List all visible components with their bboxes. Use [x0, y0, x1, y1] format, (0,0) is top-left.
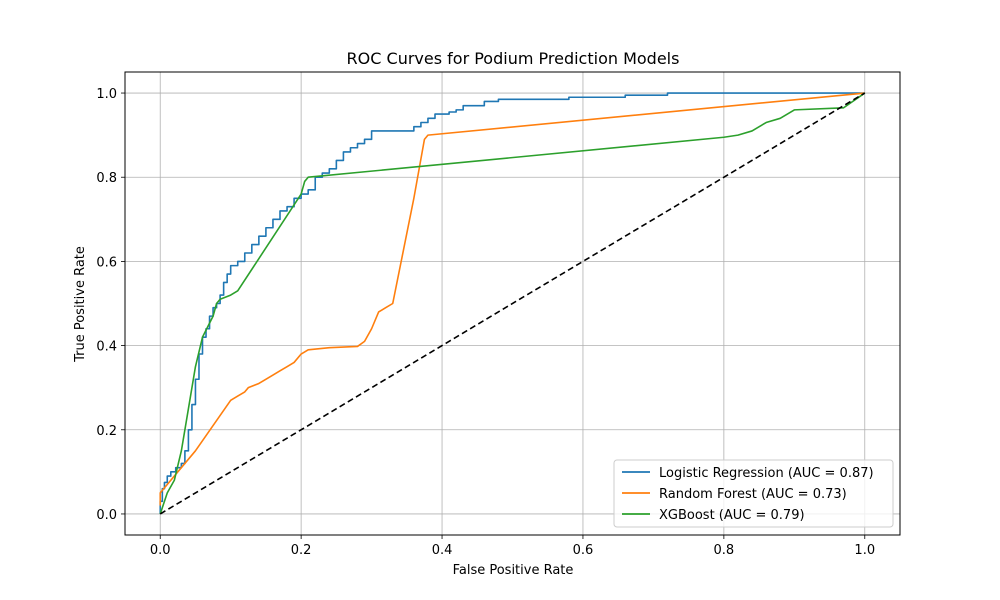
y-tick-label: 1.0	[96, 87, 117, 102]
x-tick-label: 0.4	[432, 543, 453, 558]
y-tick-label: 0.4	[96, 340, 117, 355]
legend-label: Random Forest (AUC = 0.73)	[659, 487, 847, 502]
axes-frame	[124, 71, 901, 536]
legend-box	[613, 459, 894, 528]
y-tick-label: 0.2	[96, 424, 117, 439]
plot-area	[159, 92, 866, 515]
x-tick-label: 0.2	[291, 543, 312, 558]
legend-label: Logistic Regression (AUC = 0.87)	[659, 466, 874, 481]
series-line-logistic-regression	[159, 92, 865, 514]
y-tick-label: 0.6	[96, 255, 117, 270]
diagonal-reference-line	[159, 92, 866, 515]
series-line-xgboost	[159, 92, 866, 515]
series-line-random-forest	[159, 92, 865, 506]
y-tick-label: 0.0	[96, 508, 117, 523]
chart-title: ROC Curves for Podium Prediction Models	[347, 49, 680, 68]
x-tick-label: 0.8	[714, 543, 735, 558]
legend: Logistic Regression (AUC = 0.87) Random F…	[613, 459, 894, 528]
legend-label: XGBoost (AUC = 0.79)	[659, 508, 805, 523]
x-axis-title: False Positive Rate	[453, 563, 574, 578]
x-axis: 0.0 0.2 0.4 0.6 0.8 1.0	[150, 535, 875, 558]
x-tick-label: 0.0	[150, 543, 171, 558]
y-tick-label: 0.8	[96, 171, 117, 186]
y-axis-title: True Positive Rate	[73, 246, 88, 363]
x-tick-label: 0.6	[573, 543, 594, 558]
y-axis: 0.0 0.2 0.4 0.6 0.8 1.0	[96, 87, 125, 523]
x-tick-label: 1.0	[854, 543, 875, 558]
